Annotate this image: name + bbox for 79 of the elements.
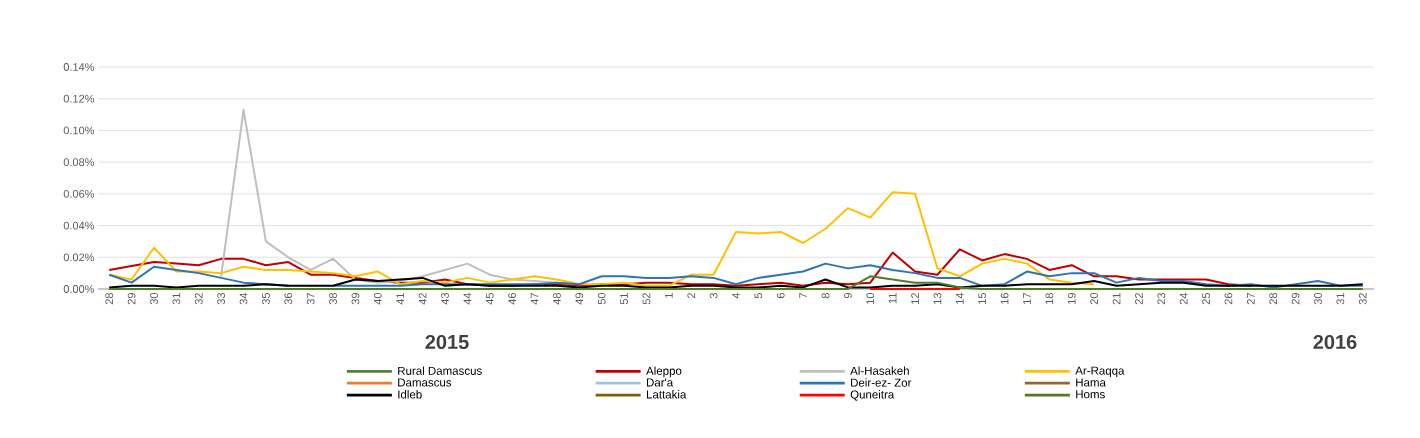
x-tick-label: 8 — [821, 293, 830, 299]
x-tick-label: 52 — [642, 293, 651, 305]
x-tick-label: 15 — [978, 292, 987, 304]
y-tick-label: 0.10% — [63, 126, 95, 135]
legend-label: Homs — [1076, 390, 1105, 399]
x-tick-label: 21 — [1112, 293, 1121, 305]
legend-label: Hama — [1076, 378, 1106, 387]
x-tick-label: 50 — [597, 292, 606, 305]
x-tick-label: 35 — [262, 292, 270, 305]
y-tick-label: 0.08% — [63, 158, 95, 167]
x-tick-label: 31 — [172, 293, 181, 305]
x-tick-label: 9 — [844, 293, 852, 299]
x-tick-label: 28 — [105, 293, 114, 305]
x-tick-label: 11 — [888, 293, 897, 304]
x-tick-label: 31 — [1336, 293, 1345, 305]
x-tick-label: 14 — [956, 292, 964, 304]
x-tick-label: 2 — [687, 293, 696, 299]
x-tick-label: 22 — [1135, 293, 1143, 305]
text: 2016 — [1313, 334, 1357, 350]
x-tick-label: 48 — [553, 293, 561, 305]
x-tick-label: 32 — [1358, 293, 1367, 305]
x-tick-label: 5 — [754, 292, 763, 299]
x-tick-label: 30 — [1314, 292, 1322, 305]
x-tick-label: 43 — [441, 293, 449, 305]
x-tick-label: 49 — [575, 293, 584, 305]
legend-label: Damascus — [398, 378, 452, 387]
y-tick-label: 0.04% — [63, 221, 95, 230]
x-tick-label: 16 — [1000, 293, 1009, 304]
y-tick-label: 0.14% — [63, 63, 95, 71]
legend-label: Dar'a — [647, 378, 674, 387]
x-tick-label: 18 — [1045, 293, 1054, 304]
x-tick-label: 46 — [508, 293, 517, 305]
x-tick-label: 20 — [1090, 292, 1099, 305]
y-tick-label: 0.02% — [63, 253, 95, 262]
x-tick-label: 41 — [396, 293, 404, 305]
x-tick-label: 45 — [485, 292, 494, 305]
x-tick-label: 44 — [463, 292, 472, 305]
legend-label: Quneitra — [850, 390, 895, 401]
x-tick-label: 51 — [620, 293, 628, 305]
x-tick-label: 25 — [1202, 292, 1210, 305]
x-tick-label: 19 — [1067, 293, 1076, 304]
x-tick-label: 17 — [1023, 293, 1031, 304]
x-tick-label: 10 — [866, 292, 875, 304]
legend-label: Al-Hasakeh — [850, 366, 909, 375]
legend-label: Rural Damascus — [398, 366, 482, 375]
x-tick-label: 29 — [127, 293, 136, 305]
x-tick-label: 1 — [665, 293, 673, 298]
x-tick-label: 12 — [911, 293, 919, 304]
legend-label: Lattakia — [647, 390, 687, 399]
x-tick-label: 32 — [194, 293, 203, 305]
x-tick-label: 7 — [799, 293, 807, 299]
x-tick-label: 33 — [217, 293, 226, 305]
legend-label: Ar-Raqqa — [1075, 366, 1125, 377]
x-tick-label: 13 — [933, 293, 942, 304]
x-tick-label: 47 — [530, 293, 539, 305]
x-tick-label: 34 — [239, 292, 248, 305]
x-tick-label: 37 — [306, 293, 315, 305]
x-tick-label: 30 — [150, 292, 158, 305]
legend-label: Idleb — [398, 390, 422, 399]
x-tick-label: 3 — [709, 293, 718, 299]
legend-label: Aleppo — [646, 366, 682, 378]
legend-label: Deir-ez- Zor — [851, 378, 912, 387]
x-tick-label: 39 — [351, 293, 360, 305]
y-tick-label: 0.00% — [63, 285, 95, 293]
x-tick-label: 36 — [284, 293, 293, 305]
x-tick-label: 29 — [1291, 293, 1300, 305]
x-tick-label: 26 — [1224, 293, 1233, 305]
x-tick-label: 27 — [1246, 293, 1255, 305]
y-tick-label: 0.12% — [63, 94, 95, 103]
x-tick-label: 42 — [418, 293, 427, 305]
x-tick-label: 6 — [776, 293, 785, 299]
y-tick-label: 0.06% — [63, 189, 95, 198]
x-tick-label: 40 — [373, 292, 382, 305]
x-tick-label: 4 — [732, 292, 740, 299]
text: 2015 — [425, 334, 469, 350]
x-tick-label: 23 — [1157, 293, 1166, 305]
x-tick-label: 28 — [1269, 293, 1278, 305]
x-tick-label: 38 — [329, 293, 337, 305]
x-tick-label: 24 — [1179, 292, 1188, 305]
